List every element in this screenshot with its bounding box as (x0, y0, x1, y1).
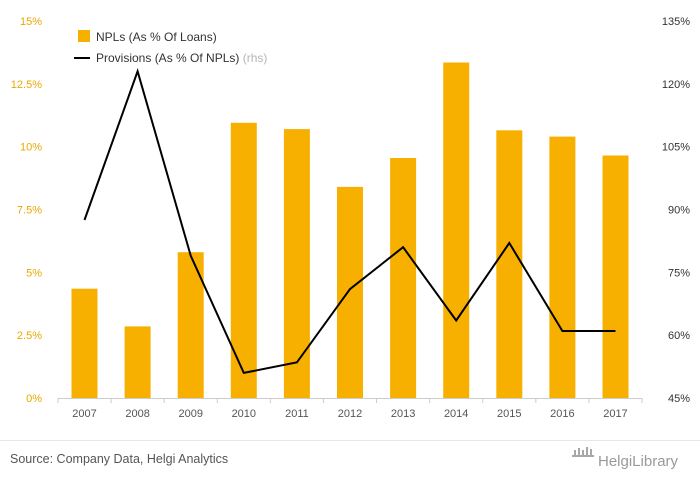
legend-line-label: Provisions (As % Of NPLs) (96, 51, 239, 65)
left-ticks-group: 0% 2.5% 5% 7.5% 10% 12.5% 15% (11, 16, 42, 405)
y-left-tick-label: 10% (20, 142, 42, 154)
bar-2017[interactable] (602, 155, 629, 399)
x-tick-label: 2014 (444, 408, 468, 420)
source-text: Source: Company Data, Helgi Analytics (10, 452, 228, 466)
x-tick-label: 2010 (232, 408, 256, 420)
y-left-tick-label: 2.5% (17, 330, 42, 342)
x-tick-label: 2016 (550, 408, 574, 420)
y-left-tick-label: 12.5% (11, 79, 42, 91)
y-right-tick-label: 120% (662, 79, 690, 91)
bars-group (71, 62, 629, 399)
bar-2014[interactable] (443, 62, 470, 399)
bar-2010[interactable] (230, 122, 257, 399)
y-right-tick-label: 105% (662, 142, 690, 154)
bar-2013[interactable] (390, 158, 417, 398)
bar-2007[interactable] (71, 288, 98, 398)
x-tick-label: 2009 (178, 408, 202, 420)
bar-2016[interactable] (549, 136, 576, 398)
x-tick-label: 2015 (497, 408, 521, 420)
bar-2012[interactable] (337, 186, 363, 398)
bar-2008[interactable] (124, 326, 151, 398)
y-right-tick-label: 90% (668, 205, 690, 217)
y-left-tick-label: 0% (26, 393, 42, 405)
right-ticks-group: 45% 60% 75% 90% 105% 120% 135% (662, 16, 690, 405)
bar-2015[interactable] (496, 130, 523, 399)
y-left-tick-label: 5% (26, 267, 42, 279)
line-series-group (83, 68, 616, 375)
y-right-tick-label: 60% (668, 330, 690, 342)
library-icon (572, 447, 594, 457)
brand-text: HelgiLibrary (598, 453, 679, 470)
y-right-tick-label: 135% (662, 16, 690, 28)
y-right-tick-label: 75% (668, 267, 690, 279)
y-left-tick-label: 15% (20, 16, 42, 28)
legend[interactable]: NPLs (As % Of Loans) Provisions (As % Of… (74, 30, 267, 65)
y-left-tick-label: 7.5% (17, 205, 42, 217)
legend-line-hint: (rhs) (243, 51, 268, 65)
y-right-tick-label: 45% (668, 393, 690, 405)
x-tick-label: 2017 (603, 408, 627, 420)
bar-2011[interactable] (283, 129, 310, 398)
legend-bar-label: NPLs (As % Of Loans) (96, 30, 217, 44)
legend-bar-swatch (78, 30, 90, 42)
brand-logo: HelgiLibrary (572, 447, 679, 470)
x-ticks-group: 2007 2008 2009 2010 2011 2012 2013 2014 2015 2016… (57, 398, 643, 420)
x-tick-label: 2012 (338, 408, 362, 420)
x-tick-label: 2008 (125, 408, 149, 420)
x-tick-label: 2011 (285, 408, 309, 420)
x-tick-label: 2013 (391, 408, 415, 420)
legend-line-text: Provisions (As % Of NPLs) (rhs) (96, 51, 267, 65)
x-tick-label: 2007 (72, 408, 96, 420)
